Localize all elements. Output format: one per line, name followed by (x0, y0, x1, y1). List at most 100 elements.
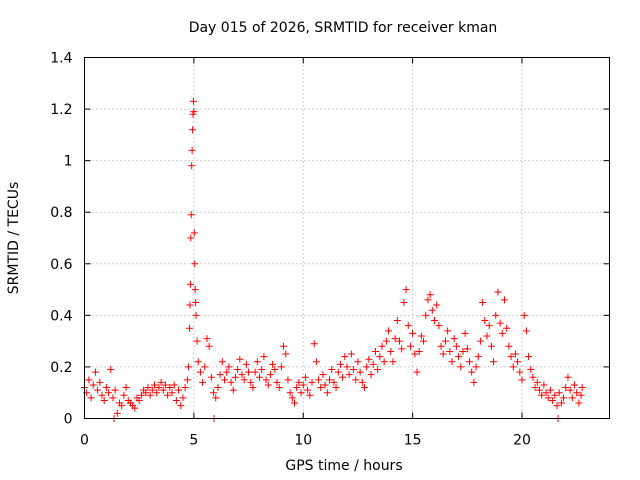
data-point (172, 396, 180, 404)
data-point (212, 394, 220, 402)
data-point (380, 358, 388, 366)
data-point (181, 384, 189, 392)
data-point (98, 391, 106, 399)
data-point (288, 394, 296, 402)
data-point (258, 366, 266, 374)
data-point (426, 291, 434, 299)
data-point (189, 126, 197, 134)
data-point (236, 355, 244, 363)
data-point (389, 358, 397, 366)
x-tick-label: 15 (404, 433, 422, 449)
data-point (201, 363, 209, 371)
data-point (466, 358, 473, 366)
data-point (199, 378, 207, 386)
data-point (483, 332, 491, 340)
data-point (214, 384, 222, 392)
data-point (538, 391, 546, 399)
data-point (573, 389, 581, 397)
data-point (455, 353, 463, 361)
data-point (396, 337, 403, 345)
data-point (363, 363, 371, 371)
data-point (470, 378, 478, 386)
data-point (516, 368, 524, 376)
data-point (428, 306, 436, 314)
data-point (186, 324, 193, 332)
data-point (575, 399, 583, 407)
data-point (507, 353, 515, 361)
data-point (273, 378, 281, 386)
data-point (496, 319, 504, 327)
data-point (251, 368, 259, 376)
data-point (433, 301, 441, 309)
data-point (566, 386, 574, 394)
data-point (487, 342, 495, 350)
data-point (339, 373, 347, 381)
data-point (459, 347, 467, 355)
data-point (498, 329, 506, 337)
data-point (240, 376, 248, 384)
data-point (192, 298, 200, 306)
data-point (376, 353, 384, 361)
data-point (120, 391, 128, 399)
data-point (371, 347, 379, 355)
data-point (347, 350, 355, 358)
data-point (225, 363, 233, 371)
data-point (420, 337, 428, 345)
data-point (490, 358, 498, 366)
data-point (242, 360, 250, 368)
data-point (452, 342, 460, 350)
data-point (435, 322, 443, 330)
y-axis-label: SRMTID / TECUs (6, 182, 22, 295)
data-point (264, 381, 272, 389)
data-point (87, 394, 95, 402)
data-point (280, 342, 288, 350)
data-point (216, 371, 224, 379)
data-point (571, 381, 578, 389)
data-point (511, 350, 519, 358)
data-point (312, 358, 320, 366)
data-point (183, 376, 191, 384)
y-tick-label: 0.8 (50, 205, 72, 221)
data-point (189, 97, 197, 105)
data-point (187, 234, 195, 242)
data-point (253, 358, 261, 366)
data-point (170, 381, 178, 389)
data-point (186, 301, 194, 309)
data-point (527, 366, 535, 374)
data-point (505, 342, 513, 350)
data-point (476, 337, 484, 345)
data-point (509, 363, 517, 371)
data-point (367, 371, 375, 379)
x-tick-label: 10 (294, 433, 312, 449)
data-point (365, 355, 373, 363)
data-point (91, 368, 99, 376)
data-point (227, 378, 235, 386)
data-point (341, 353, 349, 361)
data-point (277, 363, 285, 371)
chart-title: Day 015 of 2026, SRMTID for receiver kma… (189, 20, 498, 36)
data-point (299, 381, 307, 389)
data-point (450, 335, 458, 343)
data-point (518, 376, 526, 384)
data-point (157, 378, 165, 386)
data-point (107, 366, 115, 374)
data-point (422, 311, 430, 319)
data-point (323, 389, 331, 397)
data-point (540, 381, 548, 389)
data-point (168, 389, 176, 397)
data-point (159, 386, 167, 394)
data-point (96, 378, 104, 386)
data-point (343, 363, 351, 371)
data-point (122, 384, 130, 392)
data-point (562, 384, 570, 392)
data-point (378, 342, 386, 350)
y-tick-label: 0.6 (50, 257, 72, 273)
data-point (286, 389, 294, 397)
data-point (193, 337, 201, 345)
data-point (385, 327, 393, 335)
data-point (334, 368, 342, 376)
data-point (551, 391, 559, 399)
data-point (164, 391, 172, 399)
y-tick-label: 1.4 (50, 51, 72, 67)
